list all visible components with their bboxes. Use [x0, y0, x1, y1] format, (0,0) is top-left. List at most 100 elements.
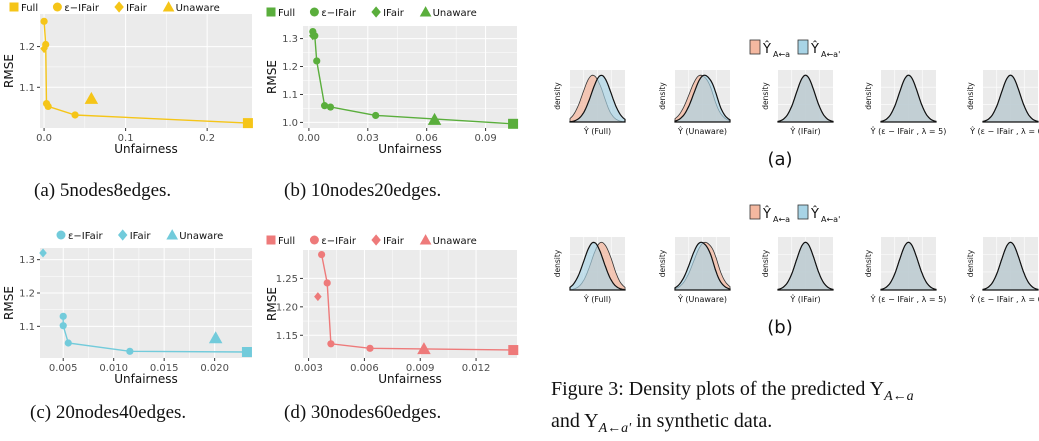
legend-label: Unaware: [179, 231, 223, 242]
caption-b: (b) 10nodes20edges.: [284, 180, 442, 201]
legend-label: ε−IFair: [68, 231, 103, 242]
y-tick-label: 1.1: [282, 90, 298, 101]
figure-caption-line2: and Y: [551, 410, 599, 432]
caption-a: (a) 5nodes8edges.: [34, 180, 172, 201]
legend-key-ifair: [114, 1, 124, 13]
legend-label-b: Ŷ: [810, 206, 819, 222]
point-ifair: [244, 119, 252, 127]
scatter-chart-d: 0.003 0.006 0.009 0.012 1.15 1.20 1.25 Unfairne…: [265, 234, 519, 386]
legend-key-ifair: [371, 6, 381, 18]
x-tick-label: 0.012: [462, 363, 491, 374]
legend-label: Unaware: [433, 236, 477, 247]
y-tick-label: 1.2: [282, 62, 298, 73]
legend-label: IFair: [383, 8, 405, 19]
legend-key-ifair: [309, 235, 319, 245]
caption-d: (d) 30nodes60edges.: [284, 402, 442, 423]
figure-caption-line2-sub: A←a': [598, 421, 632, 436]
scatter-panel-d: 0.003 0.006 0.009 0.012 1.15 1.20 1.25 Unfairne…: [255, 228, 520, 398]
legend-key-a: [749, 39, 761, 55]
density-x-label: Ŷ (ε − IFair , λ = 60): [969, 293, 1039, 304]
y-tick-label: 1.2: [19, 289, 35, 300]
density-curve-b: [777, 241, 834, 291]
scatter-chart-c: 0.005 0.010 0.015 0.020 1.1 1.2 1.3 Unfairness R…: [2, 229, 252, 386]
scatter-chart-a: 0.0 0.1 0.2 1.1 1.2 Unfairness RMSE Full ε−IFair…: [2, 1, 253, 156]
legend-label: Full: [278, 8, 295, 19]
scatter-panel-a: 0.0 0.1 0.2 1.1 1.2 Unfairness RMSE Full ε−IFair…: [0, 0, 255, 170]
y-tick-label: 1.15: [276, 331, 298, 342]
density-y-label: density: [553, 249, 562, 277]
legend-sub-b: A←a': [821, 215, 840, 224]
density-caption-a: (a): [767, 149, 792, 170]
legend-label: Unaware: [433, 8, 477, 19]
scatter-chart-b: 0.00 0.03 0.06 0.09 1.0 1.1 1.2 1.3 Unfairness RM…: [265, 6, 519, 156]
point-ifair: [320, 102, 329, 110]
legend-sub-a: A←a: [773, 215, 790, 224]
x-axis-label: Unfairness: [378, 372, 442, 386]
x-tick-label: 0.0: [36, 133, 52, 144]
figure-caption-line2-tail: in synthetic data.: [631, 410, 773, 432]
density-y-label: density: [864, 82, 873, 110]
legend-key-ifair: [371, 234, 381, 246]
legend-key-full: [266, 7, 276, 17]
x-tick-label: 0.009: [406, 363, 435, 374]
point-ifair: [64, 339, 72, 347]
y-tick-label: 1.2: [19, 42, 35, 53]
y-tick-label: 1.3: [282, 34, 298, 45]
point-ifair: [327, 340, 335, 348]
x-tick-label: 0.006: [350, 363, 379, 374]
density-curve-b: [674, 74, 731, 123]
density-curve-b: [982, 241, 1039, 291]
density-curve-b: [880, 241, 937, 291]
point-ifair: [40, 44, 48, 54]
density-caption-b: (b): [767, 317, 792, 338]
point-unaware: [427, 112, 442, 125]
scatter-panel-c: 0.005 0.010 0.015 0.020 1.1 1.2 1.3 Unfairness R…: [0, 228, 255, 398]
x-axis-label: Unfairness: [114, 142, 178, 156]
point-ifair: [59, 312, 67, 320]
density-curve-b: [569, 74, 626, 123]
legend-label: IFair: [130, 231, 152, 242]
legend-sub-b: A←a': [821, 50, 840, 59]
point-ifair: [372, 111, 380, 120]
density-curve-b: [777, 74, 834, 123]
x-tick-label: 0.03: [357, 133, 379, 144]
x-tick-label: 0.2: [199, 133, 215, 144]
legend-label: ε−IFair: [64, 3, 99, 14]
point-unaware: [208, 331, 223, 344]
point-ifair: [509, 346, 517, 354]
y-axis-label: RMSE: [2, 54, 16, 88]
legend-key-full: [9, 2, 19, 12]
density-curve-b: [674, 241, 731, 291]
x-tick-label: 0.06: [416, 133, 438, 144]
point-unaware: [84, 91, 99, 104]
legend-key-ifair: [117, 229, 128, 241]
x-axis-label: Unfairness: [378, 142, 442, 156]
density-y-label: density: [966, 249, 975, 277]
legend-label: Unaware: [176, 3, 220, 14]
y-tick-label: 1.1: [19, 83, 35, 94]
y-tick-label: 1.0: [282, 118, 298, 129]
point-ifair: [59, 322, 67, 330]
density-y-label: density: [966, 82, 975, 110]
legend-key-unaware: [419, 6, 432, 17]
point-ifair: [126, 347, 134, 355]
legend-key-ifair: [52, 2, 62, 12]
plot-background: [303, 26, 517, 128]
point-ifair: [366, 344, 374, 352]
point-ifair: [309, 31, 317, 41]
density-x-label: Ŷ (ε − IFair , λ = 5): [870, 125, 947, 136]
plot-background: [303, 250, 517, 358]
point-ifair: [71, 111, 79, 119]
legend-key-unaware: [162, 1, 175, 12]
density-y-label: density: [864, 249, 873, 277]
density-y-label: density: [761, 82, 770, 110]
point-unaware: [417, 342, 431, 355]
density-y-label: density: [658, 82, 667, 110]
legend-key-a: [749, 204, 761, 220]
legend-label: IFair: [126, 3, 148, 14]
density-curve-b: [982, 74, 1039, 123]
density-curve-b: [569, 241, 626, 291]
x-tick-label: 0.09: [474, 133, 496, 144]
legend-label: ε−IFair: [321, 8, 356, 19]
legend-key-b: [797, 204, 809, 220]
